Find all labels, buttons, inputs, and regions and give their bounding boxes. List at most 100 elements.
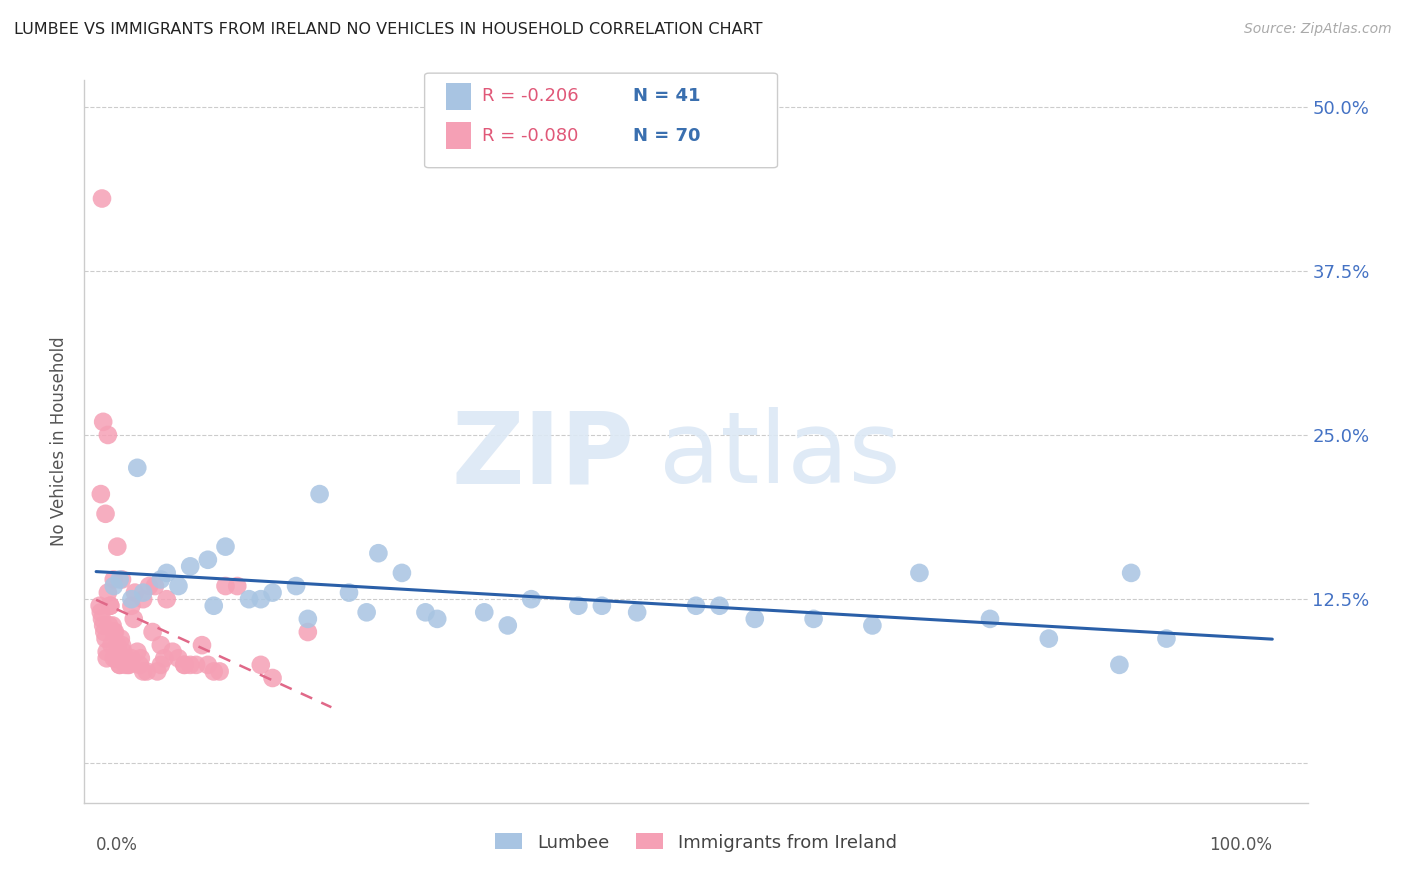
Point [297,625,319,640]
Point [98,618,121,632]
Point [744,612,766,626]
Point [179,657,201,672]
Point [132,585,155,599]
Point [167,651,190,665]
Point [472,605,495,619]
Point [191,638,214,652]
Point [214,540,236,554]
Point [143,579,166,593]
Point [96,645,118,659]
Point [98,599,121,613]
Point [112,645,135,659]
Point [214,579,236,593]
Point [132,592,155,607]
Point [97,428,120,442]
Point [908,566,931,580]
Point [391,566,413,580]
Point [149,638,172,652]
Point [184,657,207,672]
Point [149,657,172,672]
Point [108,657,131,672]
Point [103,579,125,593]
Point [94,507,117,521]
Point [1156,632,1178,646]
Point [202,665,225,679]
Point [356,605,378,619]
Point [173,657,195,672]
Point [238,592,260,607]
Point [860,618,883,632]
Point [103,573,125,587]
Point [127,645,149,659]
Point [91,192,114,206]
Text: R = -0.206: R = -0.206 [482,87,579,105]
Point [149,573,172,587]
Point [122,612,145,626]
Text: N = 41: N = 41 [633,87,700,105]
Point [97,585,120,599]
Text: R = -0.080: R = -0.080 [482,127,579,145]
Point [591,599,613,613]
Point [709,599,731,613]
Point [104,625,127,640]
Text: atlas: atlas [659,408,901,505]
Point [202,599,225,613]
Point [156,566,179,580]
Point [135,665,157,679]
Point [197,657,219,672]
Point [105,651,128,665]
Point [91,612,114,626]
Point [285,579,308,593]
Point [308,487,330,501]
Point [96,651,118,665]
Point [114,651,136,665]
Text: LUMBEE VS IMMIGRANTS FROM IRELAND NO VEHICLES IN HOUSEHOLD CORRELATION CHART: LUMBEE VS IMMIGRANTS FROM IRELAND NO VEH… [14,22,762,37]
Text: 100.0%: 100.0% [1209,836,1272,854]
Point [111,573,134,587]
Point [426,612,449,626]
Point [1121,566,1143,580]
Point [153,651,176,665]
Point [173,657,195,672]
Point [124,585,146,599]
Point [979,612,1001,626]
Text: 0.0%: 0.0% [96,836,138,854]
Point [103,651,125,665]
Point [226,579,249,593]
Point [105,638,128,652]
Point [208,665,231,679]
Point [91,618,114,632]
Point [1038,632,1060,646]
Point [117,657,139,672]
Point [146,665,169,679]
Point [101,618,124,632]
Point [93,625,115,640]
Point [249,592,271,607]
Point [91,415,114,429]
Point [626,605,648,619]
Point [103,625,125,640]
Y-axis label: No Vehicles in Household: No Vehicles in Household [51,336,69,547]
Point [129,651,152,665]
Point [114,657,136,672]
Point [90,487,112,501]
Point [120,592,142,607]
Point [128,657,150,672]
Point [156,592,179,607]
Point [108,573,131,587]
Point [94,632,117,646]
Point [89,599,111,613]
Point [685,599,707,613]
Point [120,651,142,665]
Point [167,579,190,593]
Point [415,605,437,619]
Point [162,645,184,659]
Point [90,605,112,619]
Point [100,638,122,652]
Text: ZIP: ZIP [451,408,636,505]
Point [132,665,155,679]
Point [249,657,271,672]
Point [803,612,825,626]
Text: Source: ZipAtlas.com: Source: ZipAtlas.com [1244,22,1392,37]
Point [98,599,121,613]
